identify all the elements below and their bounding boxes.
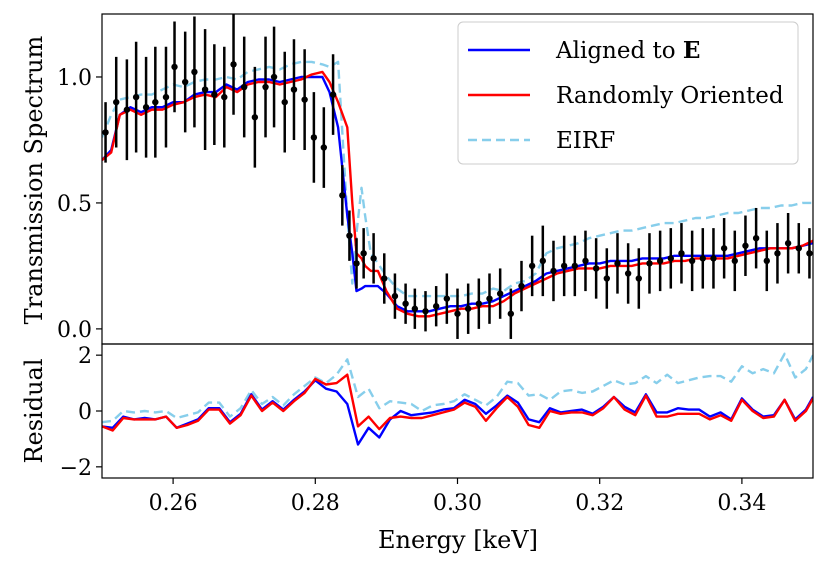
xtick-label: 0.30	[433, 491, 482, 516]
data-point	[763, 257, 770, 265]
bottom-series-randomly-oriented-residual	[102, 373, 813, 432]
data-point	[774, 250, 781, 257]
bottom-ytick-label: −2	[60, 456, 92, 481]
bottom-ytick-label: 0	[78, 400, 92, 425]
data-point	[353, 260, 360, 267]
data-point	[402, 300, 409, 307]
legend-label-random: Randomly Oriented	[556, 83, 784, 109]
data-point	[635, 275, 643, 282]
top-ytick-label: 0.0	[57, 318, 92, 343]
data-point	[201, 86, 209, 93]
bottom-ytick-label: 2	[78, 344, 92, 369]
data-point	[678, 250, 685, 257]
data-point	[432, 303, 440, 310]
data-point	[475, 300, 483, 307]
data-point	[251, 114, 259, 121]
data-point	[486, 295, 493, 302]
data-point	[132, 93, 140, 101]
transmission-panel: 0.0 0.5 1.0 Transmission Spectrum Aligned …	[20, 13, 814, 345]
data-point	[582, 257, 589, 265]
data-point	[656, 257, 664, 265]
data-point	[699, 255, 706, 262]
data-point	[211, 91, 218, 98]
data-point	[230, 61, 237, 68]
xtick-label: 0.28	[291, 491, 340, 516]
top-ytick-label: 1.0	[57, 66, 92, 91]
data-point	[422, 308, 429, 315]
data-point	[346, 232, 353, 239]
data-point	[360, 250, 367, 257]
data-point	[624, 270, 632, 277]
x-axis-label: Energy [keV]	[378, 526, 538, 554]
data-point	[301, 96, 308, 103]
xtick-label: 0.32	[575, 491, 624, 516]
data-point	[614, 260, 621, 267]
xtick-label: 0.26	[149, 491, 198, 516]
xtick-label: 0.34	[717, 491, 766, 516]
data-point	[784, 240, 792, 247]
data-point	[603, 275, 611, 282]
data-point	[806, 250, 813, 257]
data-point	[752, 234, 760, 242]
data-point	[381, 275, 388, 282]
data-point	[646, 260, 653, 267]
bottom-series-aligned-residual	[102, 379, 813, 446]
data-point	[454, 310, 461, 317]
data-point	[507, 310, 515, 317]
data-point	[320, 144, 328, 151]
data-point	[550, 267, 557, 275]
data-point	[181, 78, 189, 86]
top-series-eirf	[102, 60, 813, 298]
data-point	[667, 255, 674, 262]
data-point	[191, 68, 198, 76]
bottom-series-eirf-residual	[102, 352, 813, 424]
data-point	[710, 255, 717, 262]
data-point	[411, 305, 419, 312]
bottom-axes-frame	[101, 343, 814, 479]
data-point	[329, 91, 337, 98]
data-point	[391, 292, 399, 300]
data-point	[528, 262, 536, 270]
legend-frame	[457, 21, 799, 165]
data-point	[310, 134, 318, 141]
data-point	[742, 242, 749, 249]
data-point	[241, 83, 248, 91]
data-point	[270, 73, 278, 81]
legend-label-aligned: Aligned to E	[555, 37, 700, 64]
data-point	[731, 257, 738, 265]
data-point	[123, 106, 131, 113]
data-point	[720, 245, 728, 252]
data-point	[102, 129, 109, 136]
data-point	[221, 93, 228, 101]
data-point	[142, 104, 150, 111]
data-point	[795, 245, 802, 252]
data-point	[560, 262, 568, 270]
data-point	[113, 98, 120, 106]
data-point	[464, 305, 472, 312]
legend-label-eirf: EIRF	[556, 128, 615, 154]
data-point	[370, 255, 377, 262]
data-point	[539, 257, 547, 265]
data-point	[592, 265, 600, 272]
data-point	[162, 93, 170, 101]
data-point	[152, 98, 159, 106]
data-point	[688, 257, 696, 265]
data-point	[262, 83, 269, 91]
legend: Aligned to E Randomly Oriented EIRF	[457, 21, 799, 165]
bottom-y-axis-label: Residual	[20, 358, 48, 463]
top-ytick-label: 0.5	[57, 192, 92, 217]
data-point	[171, 63, 178, 71]
data-point	[281, 98, 288, 106]
data-point	[518, 282, 525, 290]
data-point	[443, 295, 451, 302]
top-y-axis-label: Transmission Spectrum	[20, 35, 48, 324]
data-point	[571, 262, 579, 270]
data-point	[290, 86, 298, 93]
residual-panel: −2 0 2 0.26 0.28 0.30 0.32 0.34 Residual Energ…	[20, 343, 814, 554]
data-point	[339, 192, 346, 199]
data-point	[496, 290, 504, 297]
